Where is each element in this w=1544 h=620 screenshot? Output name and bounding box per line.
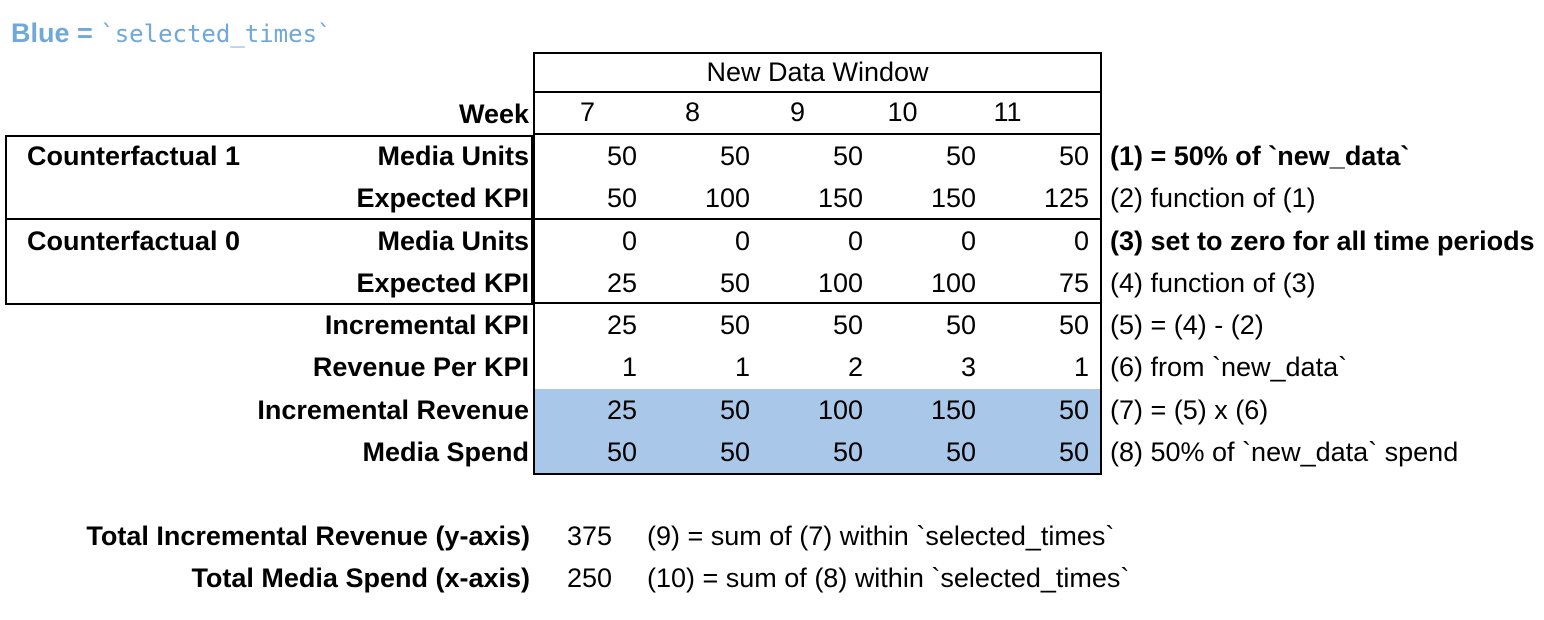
- table-cell: 0: [847, 225, 863, 256]
- table-cell: 1: [1073, 352, 1089, 383]
- week-row: 7 8 9 10 11: [533, 93, 1102, 135]
- row-annotation: (2) function of (1): [1110, 183, 1316, 214]
- table-cell: 75: [1058, 267, 1089, 298]
- table-cell: 25: [606, 310, 637, 340]
- table-cell: 2: [847, 352, 863, 383]
- table-cell: 150: [930, 183, 976, 214]
- table-cell: 50: [945, 310, 976, 340]
- table-cell: 50: [832, 141, 863, 171]
- table-cell: 50: [1058, 436, 1089, 467]
- week-number: 11: [993, 97, 1022, 127]
- table-cell: 50: [719, 141, 750, 171]
- table-cell: 0: [1073, 225, 1089, 256]
- row-label: Media Spend: [362, 436, 529, 467]
- total-value: 250: [567, 563, 613, 593]
- table-cell: 50: [719, 436, 750, 467]
- total-value: 375: [567, 521, 613, 551]
- row-annotation: (6) from `new_data`: [1110, 352, 1348, 383]
- total-annotation: (9) = sum of (7) within `selected_times`: [647, 521, 1115, 551]
- week-label: Week: [458, 99, 529, 129]
- table-row: 50 100 150 150 125: [535, 177, 1100, 220]
- table-row: 50 50 50 50 50: [535, 135, 1100, 177]
- row-annotation: (4) function of (3): [1110, 267, 1316, 298]
- table-cell: 50: [606, 141, 637, 171]
- table-cell: 125: [1043, 183, 1089, 214]
- table-cell: 0: [960, 225, 976, 256]
- table-cell: 50: [719, 267, 750, 298]
- week-number: 10: [887, 97, 918, 127]
- new-data-window-label: New Data Window: [706, 57, 929, 87]
- row-annotation: (5) = (4) - (2): [1110, 310, 1264, 340]
- week-number: 7: [579, 97, 596, 127]
- table-cell: 100: [704, 183, 750, 214]
- total-annotation: (10) = sum of (8) within `selected_times…: [647, 563, 1130, 593]
- week-number: 8: [684, 97, 701, 127]
- legend-note-prefix: Blue =: [11, 18, 101, 48]
- table-cell: 0: [734, 225, 750, 256]
- table-cell: 100: [817, 394, 863, 425]
- total-label: Total Media Spend (x-axis): [191, 563, 530, 593]
- table-cell: 1: [621, 352, 637, 383]
- week-number: 9: [789, 97, 806, 127]
- table-cell: 50: [832, 436, 863, 467]
- row-label: Revenue Per KPI: [312, 352, 529, 383]
- row-label: Media Units: [377, 225, 529, 256]
- group-name: Counterfactual 0: [27, 225, 241, 256]
- row-annotation: (3) set to zero for all time periods: [1110, 225, 1535, 256]
- table-cell: 50: [945, 141, 976, 171]
- table-cell: 150: [930, 394, 976, 425]
- table-cell: 25: [606, 267, 637, 298]
- table-cell: 50: [719, 394, 750, 425]
- table-cell: 50: [832, 310, 863, 340]
- table-row: 25 50 100 150 50: [535, 388, 1100, 431]
- row-label: Expected KPI: [356, 183, 529, 214]
- table-cell: 50: [606, 436, 637, 467]
- table-row: 50 50 50 50 50: [535, 430, 1100, 473]
- table-cell: 150: [817, 183, 863, 214]
- legend-note: Blue = `selected_times`: [11, 18, 331, 49]
- table-cell: 3: [960, 352, 976, 383]
- table-cell: 50: [1058, 394, 1089, 425]
- total-label: Total Incremental Revenue (y-axis): [86, 521, 530, 551]
- table-cell: 50: [606, 183, 637, 214]
- row-label: Expected KPI: [356, 267, 529, 298]
- counterfactual-1-box: [5, 135, 533, 220]
- row-annotation: (8) 50% of `new_data` spend: [1110, 436, 1459, 467]
- counterfactual-0-box: [5, 220, 533, 305]
- table-cell: 100: [817, 267, 863, 298]
- table-row: 1 1 2 3 1: [535, 346, 1100, 388]
- row-annotation: (7) = (5) x (6): [1110, 394, 1269, 425]
- table-row: 0 0 0 0 0: [535, 220, 1100, 262]
- row-label: Incremental Revenue: [257, 394, 529, 425]
- table-row: 25 50 50 50 50: [535, 304, 1100, 346]
- row-annotation: (1) = 50% of `new_data`: [1110, 141, 1410, 171]
- new-data-window-header: New Data Window: [533, 52, 1102, 93]
- table-cell: 100: [930, 267, 976, 298]
- table-cell: 50: [1058, 141, 1089, 171]
- table-cell: 1: [734, 352, 750, 383]
- row-label: Media Units: [377, 141, 529, 171]
- group-name: Counterfactual 1: [27, 141, 241, 171]
- table-cell: 0: [621, 225, 637, 256]
- table-cell: 50: [1058, 310, 1089, 340]
- table-row: 25 50 100 100 75: [535, 262, 1100, 304]
- row-label: Incremental KPI: [324, 310, 529, 340]
- table-cell: 25: [606, 394, 637, 425]
- table-cell: 50: [719, 310, 750, 340]
- legend-note-code: `selected_times`: [100, 20, 332, 48]
- data-grid: 50 50 50 50 50 50 100 150 150 125 0 0 0 0 0 25 50 100 100 7…: [533, 135, 1102, 475]
- table-cell: 50: [945, 436, 976, 467]
